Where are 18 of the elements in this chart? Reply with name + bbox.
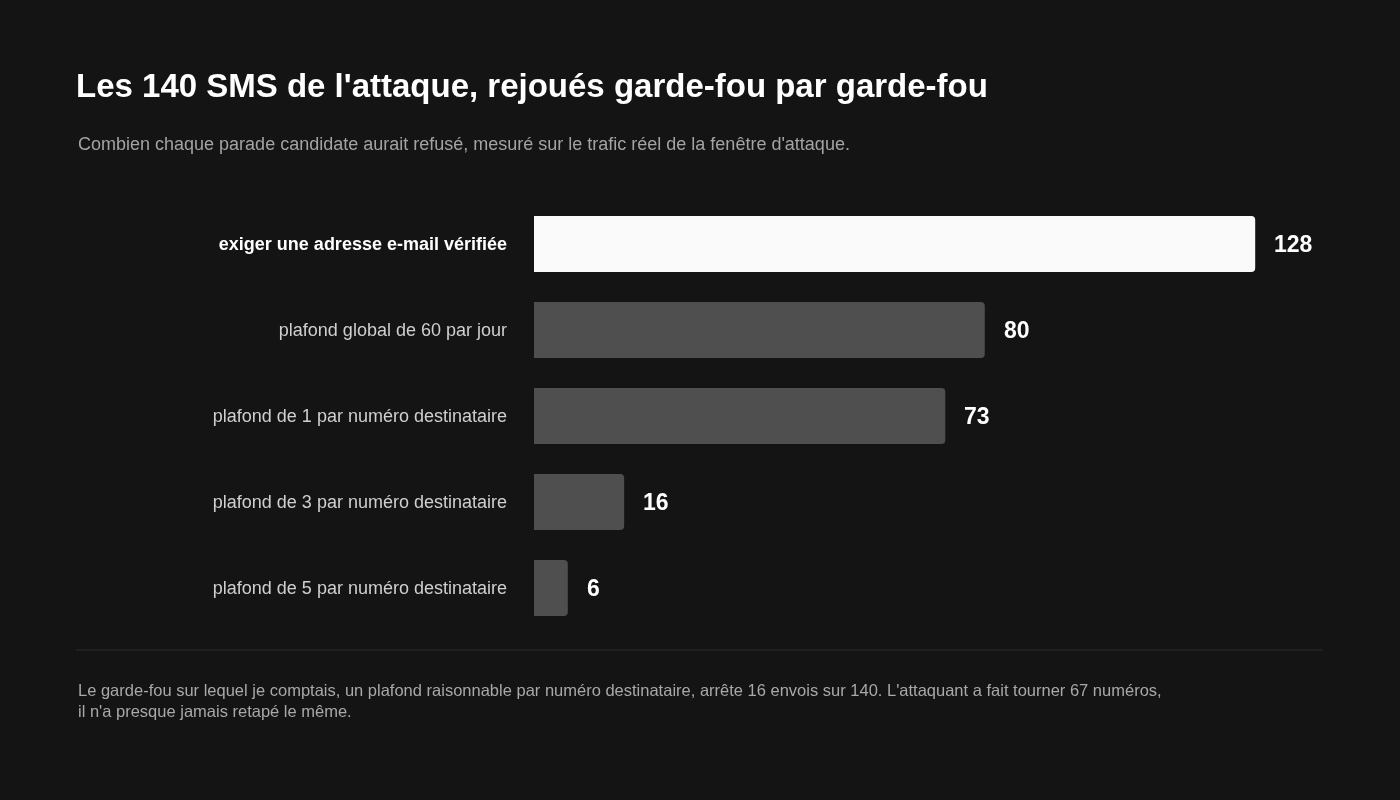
bar xyxy=(534,560,568,616)
bar xyxy=(534,216,1256,272)
text: Le garde-fou sur lequel je comptais, un plafond raisonnable par numéro destinataire, arrête 16 envois sur 140. L'attaquant a fait tourner 67 numéros, il n'a presque jamais retapé le même. xyxy=(78,681,1162,721)
chart-subtitle: Combien chaque parade candidate aurait refusé, mesuré sur le trafic réel de la fenêtre d'attaque. xyxy=(78,134,850,154)
bar xyxy=(534,474,625,530)
y-tick-label: plafond de 3 par numéro destinataire xyxy=(212,492,507,513)
chart-title: Les 140 SMS de l'attaque, rejoués garde-fou par garde-fou xyxy=(76,67,988,105)
y-tick-label: plafond de 1 par numéro destinataire xyxy=(212,406,507,427)
data-label: 6 xyxy=(587,575,600,601)
bar xyxy=(534,302,985,358)
y-tick-label: plafond de 5 par numéro destinataire xyxy=(212,578,507,599)
data-label: 80 xyxy=(1004,317,1030,343)
bar xyxy=(534,388,946,444)
data-label: 73 xyxy=(964,403,990,429)
data-label: 16 xyxy=(643,489,669,515)
y-tick-label: plafond global de 60 par jour xyxy=(278,320,507,341)
y-tick-label: exiger une adresse e-mail vérifiée xyxy=(218,234,507,255)
data-label: 128 xyxy=(1274,231,1313,257)
